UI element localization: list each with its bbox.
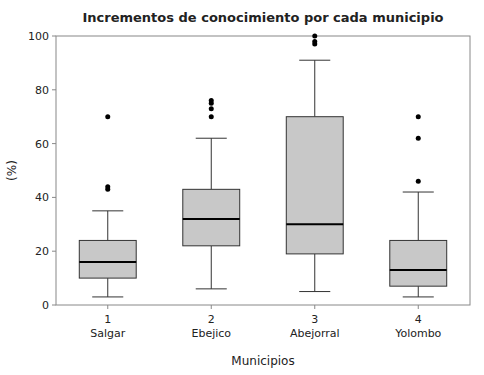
x-tick-label: 3Abejorral	[290, 313, 340, 340]
flier	[416, 114, 421, 119]
median	[390, 269, 447, 271]
median	[286, 223, 343, 225]
plot-frame	[56, 36, 470, 305]
flier	[209, 98, 214, 103]
cap-high	[403, 192, 434, 193]
y-tick	[52, 143, 56, 144]
cap-low	[196, 288, 227, 289]
y-tick-label: 20	[35, 245, 49, 258]
box-group	[79, 114, 136, 297]
x-tick	[418, 305, 419, 309]
median	[79, 261, 136, 263]
cap-high	[299, 60, 330, 61]
whisker-low	[107, 278, 108, 297]
cap-low	[92, 296, 123, 297]
whisker-low	[418, 286, 419, 297]
cap-high	[92, 210, 123, 211]
flier	[209, 106, 214, 111]
flier	[312, 39, 317, 44]
flier	[312, 34, 317, 39]
y-tick-label: 0	[42, 299, 49, 312]
flier	[209, 114, 214, 119]
flier	[105, 114, 110, 119]
whisker-high	[211, 138, 212, 189]
box-group	[183, 98, 240, 289]
chart: 0 20 40 60 80 100 1Salgar 2Ebejico 3Abejorral 4Yo…	[0, 0, 484, 375]
cap-high	[196, 138, 227, 139]
cap-low	[299, 291, 330, 292]
whisker-high	[314, 60, 315, 116]
x-tick	[107, 305, 108, 309]
y-tick	[52, 197, 56, 198]
flier	[105, 184, 110, 189]
y-tick-label: 80	[35, 84, 49, 97]
y-tick	[52, 36, 56, 37]
whisker-low	[211, 246, 212, 289]
box	[183, 189, 240, 245]
flier	[416, 179, 421, 184]
cap-low	[403, 296, 434, 297]
box	[286, 117, 343, 254]
y-tick	[52, 305, 56, 306]
box-group	[390, 114, 447, 297]
y-tick-label: 40	[35, 191, 49, 204]
whisker-low	[314, 254, 315, 292]
y-tick	[52, 251, 56, 252]
x-tick	[211, 305, 212, 309]
y-tick	[52, 89, 56, 90]
y-axis-label: (%)	[5, 160, 19, 181]
y-tick-label: 60	[35, 138, 49, 151]
box	[79, 240, 136, 278]
boxes	[79, 34, 446, 297]
whisker-high	[107, 211, 108, 241]
x-tick	[314, 305, 315, 309]
box-group	[286, 34, 343, 292]
box	[390, 240, 447, 286]
x-axis-label: Municipios	[231, 354, 294, 368]
x-tick-label: 4Yolombo	[394, 313, 441, 340]
flier	[416, 136, 421, 141]
y-tick-label: 100	[28, 30, 49, 43]
whisker-high	[418, 192, 419, 240]
median	[183, 218, 240, 220]
x-tick-label: 2Ebejico	[191, 313, 231, 340]
title: Incrementos de conocimiento por cada mun…	[82, 10, 443, 25]
x-tick-label: 1Salgar	[90, 313, 126, 340]
